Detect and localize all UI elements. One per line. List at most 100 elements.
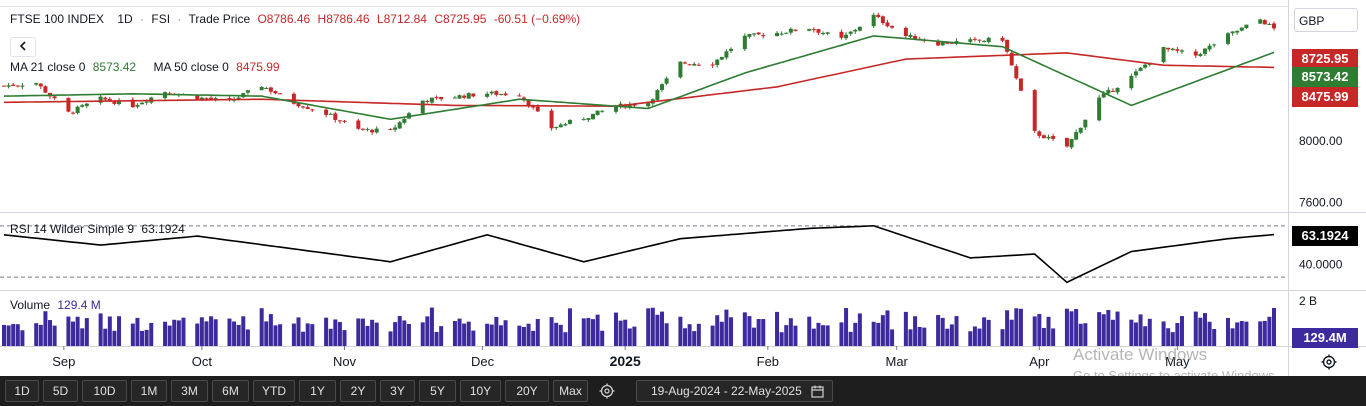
- volume-bar: [752, 327, 757, 346]
- volume-bar: [1161, 321, 1166, 346]
- candle-body: [903, 27, 908, 36]
- range-button-5d[interactable]: 5D: [43, 380, 78, 402]
- symbol-name: FTSE 100 INDEX: [10, 12, 105, 26]
- ma21-value: 8573.42: [92, 60, 137, 74]
- volume-bar: [140, 330, 145, 346]
- currency-label: GBP: [1299, 14, 1325, 28]
- volume-bar: [1225, 317, 1230, 346]
- candle-body: [1138, 67, 1143, 71]
- range-button-1y[interactable]: 1Y: [299, 380, 336, 402]
- candle-body: [1110, 90, 1115, 92]
- candle-body: [301, 106, 306, 108]
- volume-bar: [825, 325, 830, 346]
- volume-bar: [268, 314, 273, 346]
- volume-bar: [1041, 327, 1046, 346]
- volume-bar: [337, 322, 342, 346]
- range-button-2y[interactable]: 2Y: [340, 380, 376, 402]
- volume-bar: [613, 312, 618, 346]
- candle-body: [807, 28, 812, 31]
- range-button-3m[interactable]: 3M: [171, 380, 208, 402]
- candle-body: [1143, 64, 1148, 68]
- volume-bar: [972, 326, 977, 346]
- time-tick-label: 2025: [610, 353, 641, 369]
- time-tick-label: Dec: [471, 354, 495, 369]
- volume-bar: [521, 326, 526, 346]
- candle-body: [876, 14, 881, 18]
- candle-body: [1064, 137, 1069, 147]
- candle-body: [1106, 89, 1111, 94]
- volume-bar: [618, 320, 623, 346]
- range-button-max[interactable]: Max: [553, 380, 588, 402]
- volume-bar: [590, 319, 595, 346]
- volume-bar: [710, 325, 715, 346]
- volume-bar: [761, 319, 766, 346]
- candle-body: [788, 28, 793, 33]
- candle-body: [949, 42, 954, 44]
- candle-body: [333, 113, 338, 120]
- volume-bar: [1262, 320, 1267, 346]
- candle-body: [1262, 20, 1267, 25]
- volume-bar: [1064, 308, 1069, 346]
- candle-body: [204, 97, 209, 99]
- range-button-ytd[interactable]: YTD: [253, 380, 295, 402]
- volume-bar: [1272, 308, 1276, 346]
- volume-bar: [259, 308, 264, 346]
- candle-body: [268, 87, 273, 92]
- candle-body: [747, 34, 752, 37]
- candle-body: [503, 93, 508, 96]
- volume-bar: [853, 322, 858, 346]
- volume-bar: [1207, 321, 1212, 346]
- candle-body: [1032, 90, 1037, 131]
- range-button-1m[interactable]: 1M: [131, 380, 167, 402]
- volume-bar: [176, 320, 181, 346]
- volume-bar: [466, 321, 471, 346]
- range-button-6m[interactable]: 6M: [212, 380, 249, 402]
- range-button-10y[interactable]: 10Y: [460, 380, 501, 402]
- volume-bar: [880, 315, 885, 346]
- volume-bar: [756, 319, 761, 346]
- volume-bar: [1110, 319, 1115, 346]
- candle-body: [130, 99, 135, 108]
- volume-bar: [264, 321, 269, 346]
- volume-bar: [204, 321, 209, 346]
- volume-bar: [871, 321, 876, 346]
- volume-value-tag: 129.4M: [1292, 328, 1358, 348]
- volume-bar: [434, 331, 439, 346]
- currency-selector[interactable]: GBP: [1294, 8, 1358, 32]
- candle-body: [356, 120, 361, 129]
- range-button-10d[interactable]: 10D: [82, 380, 127, 402]
- candle-body: [554, 126, 559, 128]
- settings-cog-icon[interactable]: [1320, 353, 1338, 371]
- candle-body: [646, 103, 651, 107]
- range-button-20y[interactable]: 20Y: [505, 380, 549, 402]
- range-button-1d[interactable]: 1D: [5, 380, 39, 402]
- price-tick-label: 7600.00: [1299, 196, 1343, 210]
- volume-bar: [301, 331, 306, 346]
- candle-body: [199, 97, 204, 100]
- volume-bar: [890, 329, 895, 346]
- symbol-header: FTSE 100 INDEX 1D · FSI · Trade Price O8…: [10, 12, 581, 26]
- date-range-picker[interactable]: 19-Aug-2024 - 22-May-2025: [636, 380, 833, 402]
- volume-bar: [775, 311, 780, 346]
- volume-bar: [167, 325, 172, 346]
- candle-body: [982, 40, 987, 42]
- volume-bar: [857, 313, 862, 346]
- candle-body: [1207, 45, 1212, 50]
- candle-body: [337, 120, 342, 122]
- candle-body: [498, 94, 503, 96]
- volume-bar: [296, 317, 301, 346]
- candle-body: [462, 95, 467, 98]
- range-button-3y[interactable]: 3Y: [380, 380, 415, 402]
- gear-icon[interactable]: [597, 381, 617, 401]
- candle-body: [1202, 48, 1207, 54]
- volume-bar: [328, 328, 333, 346]
- range-button-5y[interactable]: 5Y: [419, 380, 456, 402]
- change-value: -60.51 (−0.69%): [493, 12, 581, 26]
- collapse-legend-button[interactable]: [10, 37, 36, 57]
- volume-bar: [130, 323, 135, 346]
- open-value: O8786.46: [257, 12, 311, 26]
- volume-bar: [213, 319, 218, 346]
- candle-body: [784, 32, 789, 34]
- volume-bar: [181, 317, 186, 346]
